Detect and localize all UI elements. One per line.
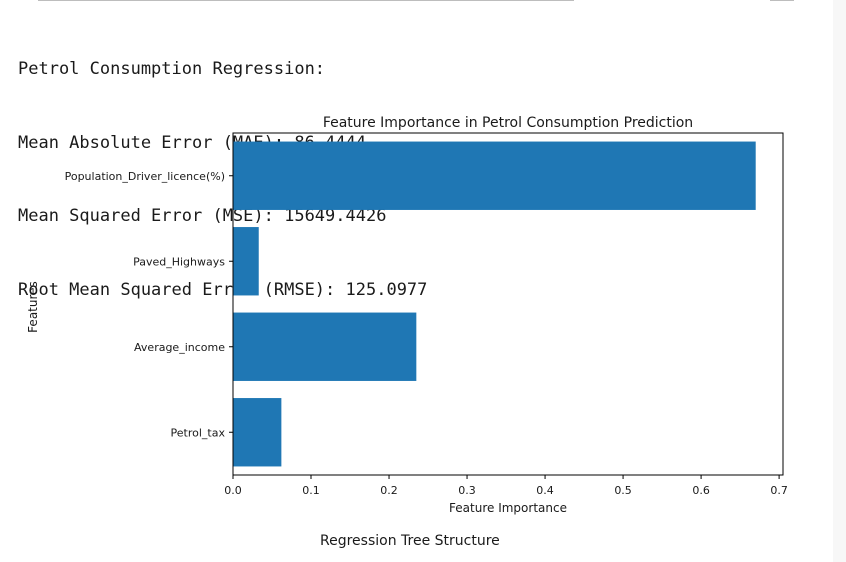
plot-frame xyxy=(232,132,784,476)
bar-paved-highways xyxy=(233,227,259,296)
y-axis-label: Features xyxy=(26,281,40,333)
x-axis: 0.0 0.1 0.2 0.3 0.4 0.5 0.6 0.7 xyxy=(224,475,788,497)
x-tick-label: 0.3 xyxy=(458,484,476,497)
x-axis-label: Feature Importance xyxy=(449,501,567,515)
bars-layer xyxy=(233,141,756,467)
y-tick-label: Average_income xyxy=(134,341,225,354)
output-heading: Petrol Consumption Regression: xyxy=(18,59,326,79)
x-tick-label: 0.0 xyxy=(224,484,242,497)
x-tick-label: 0.1 xyxy=(302,484,320,497)
x-tick-label: 0.4 xyxy=(536,484,554,497)
top-divider xyxy=(38,0,574,1)
feature-importance-chart: Feature Importance in Petrol Consumption… xyxy=(26,115,788,515)
y-tick-label: Population_Driver_licence(%) xyxy=(65,170,225,183)
tree-structure-caption: Regression Tree Structure xyxy=(320,533,500,549)
x-tick-label: 0.7 xyxy=(770,484,788,497)
x-tick-label: 0.6 xyxy=(692,484,710,497)
bar-population-driver-licence xyxy=(233,141,756,210)
x-tick-label: 0.2 xyxy=(380,484,398,497)
scrollbar-track[interactable] xyxy=(833,0,846,562)
y-axis: Petrol_tax Average_income Paved_Highways Po… xyxy=(65,170,233,439)
bar-average-income xyxy=(233,312,417,381)
y-tick-label: Petrol_tax xyxy=(171,426,226,439)
top-divider-right xyxy=(770,0,794,1)
chart-title: Feature Importance in Petrol Consumption… xyxy=(323,115,693,131)
mse-line: Mean Squared Error (MSE): 15649.4426 xyxy=(18,206,387,226)
y-tick-label: Paved_Highways xyxy=(133,255,225,268)
x-tick-label: 0.5 xyxy=(614,484,632,497)
bar-petrol-tax xyxy=(233,398,282,467)
